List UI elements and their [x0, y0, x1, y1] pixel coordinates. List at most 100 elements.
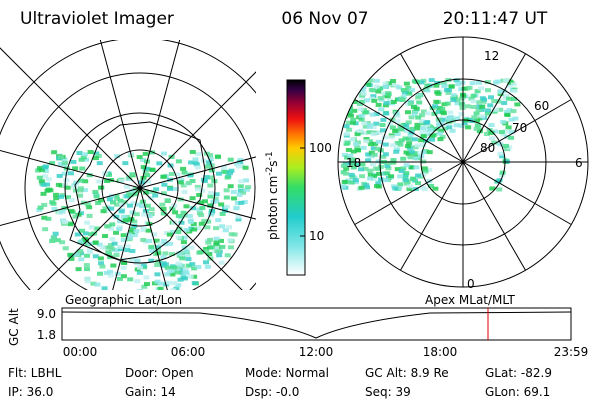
emission-pixel [41, 202, 48, 207]
emission-pixel [363, 137, 370, 142]
emission-pixel [111, 241, 118, 246]
emission-pixel [402, 175, 409, 180]
emission-pixel [103, 245, 110, 250]
emission-pixel [458, 96, 465, 101]
emission-pixel [55, 182, 62, 187]
emission-pixel [70, 159, 77, 164]
emission-pixel [134, 279, 141, 284]
emission-pixel [160, 151, 167, 156]
emission-pixel [489, 136, 496, 141]
emission-pixel [492, 80, 499, 85]
emission-pixel [480, 100, 487, 105]
title: Ultraviolet Imager [20, 9, 174, 29]
mlt-label: 18 [346, 156, 361, 170]
mlat-label: 60 [534, 99, 549, 113]
emission-pixel [185, 180, 192, 185]
emission-pixel [415, 115, 422, 120]
emission-pixel [454, 116, 461, 121]
emission-pixel [347, 113, 354, 118]
emission-pixel [203, 249, 210, 254]
emission-pixel [145, 228, 152, 233]
emission-pixel [191, 281, 198, 286]
emission-pixel [435, 109, 442, 114]
emission-pixel [228, 232, 235, 237]
emission-pixel [344, 155, 351, 160]
emission-pixel [428, 183, 435, 188]
emission-pixel [201, 199, 208, 204]
emission-pixel [124, 248, 131, 253]
emission-pixel [343, 131, 350, 136]
emission-pixel [361, 107, 368, 112]
emission-pixel [78, 178, 85, 183]
emission-pixel [506, 83, 513, 88]
emission-pixel [171, 281, 178, 286]
emission-pixel [149, 167, 156, 172]
emission-pixel [421, 166, 428, 171]
emission-pixel [400, 156, 407, 161]
emission-pixel [146, 238, 153, 243]
emission-pixel [245, 185, 252, 190]
emission-pixel [122, 161, 129, 166]
emission-pixel [118, 178, 125, 183]
emission-pixel [179, 270, 186, 275]
emission-pixel [180, 240, 187, 245]
emission-pixel [403, 81, 410, 86]
emission-pixel [45, 216, 52, 221]
lat-circle [101, 149, 179, 227]
emission-pixel [73, 180, 80, 185]
emission-pixel [108, 194, 115, 199]
emission-pixel [371, 173, 378, 178]
emission-pixel [142, 170, 149, 175]
emission-pixel [181, 276, 188, 281]
emission-pixel [164, 198, 171, 203]
emission-pixel [431, 111, 438, 116]
emission-pixel [469, 81, 476, 86]
emission-pixel [175, 213, 182, 218]
emission-pixel [176, 253, 183, 258]
emission-pixel [501, 100, 508, 105]
emission-pixel [446, 125, 453, 130]
emission-pixel [214, 249, 221, 254]
emission-pixel [396, 141, 403, 146]
emission-pixel [238, 179, 245, 184]
emission-pixel [112, 247, 119, 252]
emission-pixel [140, 157, 147, 162]
emission-pixel [489, 186, 496, 191]
emission-pixel [381, 91, 388, 96]
emission-pixel [384, 171, 391, 176]
emission-pixel [121, 200, 128, 205]
emission-pixel [476, 129, 483, 134]
emission-pixel [114, 271, 121, 276]
emission-pixel [488, 95, 495, 100]
emission-pixel [357, 107, 364, 112]
emission-pixel [363, 98, 370, 103]
emission-pixel [400, 87, 407, 92]
emission-pixel [207, 153, 214, 158]
emission-pixel [373, 78, 380, 83]
emission-pixel [453, 123, 460, 128]
emission-pixel [474, 123, 481, 128]
emission-pixel [71, 184, 78, 189]
emission-pixel [343, 166, 350, 171]
emission-pixel [190, 222, 197, 227]
emission-pixel [189, 196, 196, 201]
emission-pixel [470, 93, 477, 98]
emission-pixel [63, 178, 70, 183]
emission-pixel [222, 228, 229, 233]
emission-pixel [68, 208, 75, 213]
emission-pixel [218, 202, 225, 207]
emission-pixel [207, 191, 214, 196]
emission-pixel [103, 270, 110, 275]
emission-pixel [374, 146, 381, 151]
emission-pixel [508, 117, 515, 122]
axis-title: GC Alt [7, 308, 21, 346]
emission-pixel [370, 146, 377, 151]
emission-pixel [382, 178, 389, 183]
emission-pixel [503, 78, 510, 83]
emission-pixel [108, 226, 115, 231]
emission-pixel [98, 185, 105, 190]
emission-pixel [377, 96, 384, 101]
emission-pixel [358, 117, 365, 122]
emission-pixel [484, 108, 491, 113]
emission-pixel [377, 164, 384, 169]
